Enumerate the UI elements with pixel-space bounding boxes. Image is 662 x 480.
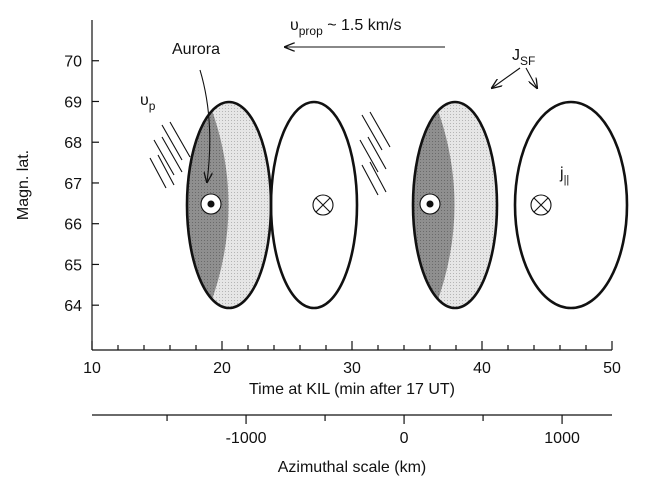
x2-tick-label: -1000 [226, 430, 267, 447]
x-tick-label: 40 [473, 360, 491, 377]
y-tick-label: 64 [64, 298, 82, 315]
jsf-label: JSF [512, 47, 535, 68]
current-loops [149, 47, 629, 310]
x-axis-label: Time at KIL (min after 17 UT) [249, 381, 455, 398]
x2-axis-label: Azimuthal scale (km) [278, 459, 426, 476]
x-tick-label: 20 [213, 360, 231, 377]
y-tick-label: 68 [64, 135, 82, 152]
y-tick-label: 67 [64, 176, 82, 193]
x-tick-label: 10 [83, 360, 101, 377]
y-tick-label: 70 [64, 54, 82, 71]
vp-label: υp [140, 92, 156, 113]
y-tick-label: 65 [64, 257, 82, 274]
x2-tick-label: 1000 [544, 430, 580, 447]
x2-tick-label: 0 [400, 430, 409, 447]
x-tick-label: 30 [343, 360, 361, 377]
y-tick-label: 66 [64, 217, 82, 234]
x-tick-label: 50 [603, 360, 621, 377]
jpar-label: j|| [559, 165, 569, 186]
y-tick-label: 69 [64, 94, 82, 111]
aurora-label: Aurora [172, 41, 220, 58]
propagation-label: υprop ~ 1.5 km/s [290, 17, 401, 38]
y-axis-label: Magn. lat. [15, 150, 32, 220]
